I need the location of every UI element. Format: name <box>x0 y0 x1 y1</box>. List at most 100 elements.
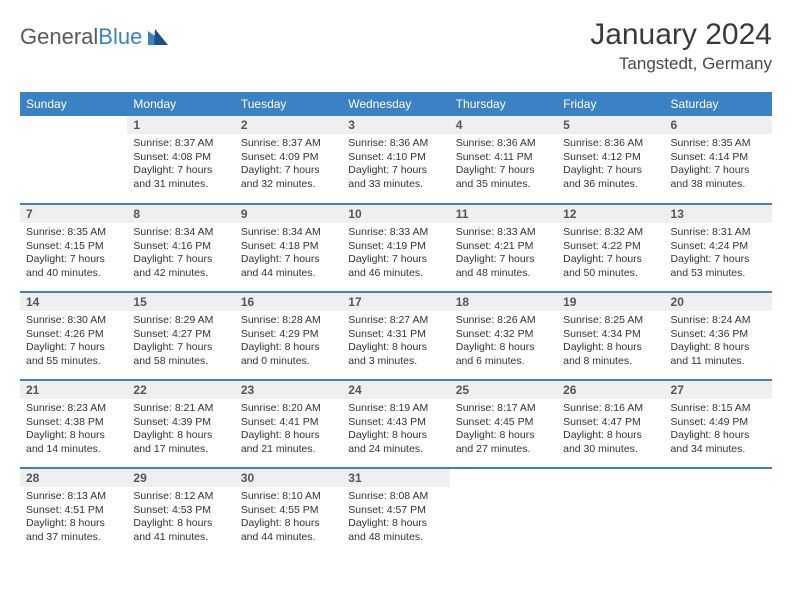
day-number: 31 <box>342 469 449 487</box>
day-number: 15 <box>127 293 234 311</box>
day-number: 6 <box>665 116 772 134</box>
day-details: Sunrise: 8:36 AMSunset: 4:12 PMDaylight:… <box>557 134 664 197</box>
daylight-text: Daylight: 8 hours and 3 minutes. <box>348 341 443 368</box>
calendar-cell: 18Sunrise: 8:26 AMSunset: 4:32 PMDayligh… <box>450 292 557 380</box>
sunset-text: Sunset: 4:11 PM <box>456 151 551 165</box>
day-number: 28 <box>20 469 127 487</box>
sunset-text: Sunset: 4:49 PM <box>671 416 766 430</box>
day-number: 16 <box>235 293 342 311</box>
calendar-cell: 13Sunrise: 8:31 AMSunset: 4:24 PMDayligh… <box>665 204 772 292</box>
calendar-cell: 16Sunrise: 8:28 AMSunset: 4:29 PMDayligh… <box>235 292 342 380</box>
calendar-cell: 24Sunrise: 8:19 AMSunset: 4:43 PMDayligh… <box>342 380 449 468</box>
dow-header: Saturday <box>665 92 772 116</box>
calendar-cell: 17Sunrise: 8:27 AMSunset: 4:31 PMDayligh… <box>342 292 449 380</box>
sunset-text: Sunset: 4:51 PM <box>26 504 121 518</box>
day-number: 24 <box>342 381 449 399</box>
sunset-text: Sunset: 4:08 PM <box>133 151 228 165</box>
sunset-text: Sunset: 4:14 PM <box>671 151 766 165</box>
day-details: Sunrise: 8:31 AMSunset: 4:24 PMDaylight:… <box>665 223 772 286</box>
daylight-text: Daylight: 7 hours and 35 minutes. <box>456 164 551 191</box>
daylight-text: Daylight: 8 hours and 48 minutes. <box>348 517 443 544</box>
calendar-cell: 7Sunrise: 8:35 AMSunset: 4:15 PMDaylight… <box>20 204 127 292</box>
day-details: Sunrise: 8:23 AMSunset: 4:38 PMDaylight:… <box>20 399 127 462</box>
calendar-cell: 12Sunrise: 8:32 AMSunset: 4:22 PMDayligh… <box>557 204 664 292</box>
day-number: 7 <box>20 205 127 223</box>
day-number: 13 <box>665 205 772 223</box>
sunset-text: Sunset: 4:18 PM <box>241 240 336 254</box>
daylight-text: Daylight: 8 hours and 34 minutes. <box>671 429 766 456</box>
day-details: Sunrise: 8:13 AMSunset: 4:51 PMDaylight:… <box>20 487 127 550</box>
day-details: Sunrise: 8:21 AMSunset: 4:39 PMDaylight:… <box>127 399 234 462</box>
day-details: Sunrise: 8:19 AMSunset: 4:43 PMDaylight:… <box>342 399 449 462</box>
calendar-cell: 9Sunrise: 8:34 AMSunset: 4:18 PMDaylight… <box>235 204 342 292</box>
sunrise-text: Sunrise: 8:36 AM <box>456 137 551 151</box>
daylight-text: Daylight: 7 hours and 31 minutes. <box>133 164 228 191</box>
day-details: Sunrise: 8:17 AMSunset: 4:45 PMDaylight:… <box>450 399 557 462</box>
sunrise-text: Sunrise: 8:29 AM <box>133 314 228 328</box>
brand-name: GeneralBlue <box>20 24 142 50</box>
day-number: 19 <box>557 293 664 311</box>
daylight-text: Daylight: 7 hours and 32 minutes. <box>241 164 336 191</box>
sunrise-text: Sunrise: 8:35 AM <box>671 137 766 151</box>
day-number: 3 <box>342 116 449 134</box>
day-number: 29 <box>127 469 234 487</box>
day-details: Sunrise: 8:33 AMSunset: 4:19 PMDaylight:… <box>342 223 449 286</box>
daylight-text: Daylight: 8 hours and 41 minutes. <box>133 517 228 544</box>
calendar-cell <box>665 468 772 556</box>
daylight-text: Daylight: 7 hours and 42 minutes. <box>133 253 228 280</box>
calendar-cell: 3Sunrise: 8:36 AMSunset: 4:10 PMDaylight… <box>342 116 449 204</box>
calendar-cell: 8Sunrise: 8:34 AMSunset: 4:16 PMDaylight… <box>127 204 234 292</box>
day-number: 18 <box>450 293 557 311</box>
day-details: Sunrise: 8:36 AMSunset: 4:10 PMDaylight:… <box>342 134 449 197</box>
sunrise-text: Sunrise: 8:37 AM <box>133 137 228 151</box>
day-details: Sunrise: 8:15 AMSunset: 4:49 PMDaylight:… <box>665 399 772 462</box>
header: GeneralBlue January 2024 Tangstedt, Germ… <box>20 18 772 74</box>
sunrise-text: Sunrise: 8:36 AM <box>348 137 443 151</box>
calendar-cell: 27Sunrise: 8:15 AMSunset: 4:49 PMDayligh… <box>665 380 772 468</box>
calendar-cell: 1Sunrise: 8:37 AMSunset: 4:08 PMDaylight… <box>127 116 234 204</box>
day-number: 8 <box>127 205 234 223</box>
calendar-cell <box>20 116 127 204</box>
calendar-cell: 25Sunrise: 8:17 AMSunset: 4:45 PMDayligh… <box>450 380 557 468</box>
day-number: 5 <box>557 116 664 134</box>
day-number: 21 <box>20 381 127 399</box>
daylight-text: Daylight: 8 hours and 0 minutes. <box>241 341 336 368</box>
title-block: January 2024 Tangstedt, Germany <box>590 18 772 74</box>
dow-header: Sunday <box>20 92 127 116</box>
day-number: 30 <box>235 469 342 487</box>
sunrise-text: Sunrise: 8:21 AM <box>133 402 228 416</box>
brand-triangle-icon <box>148 29 168 45</box>
day-number: 27 <box>665 381 772 399</box>
dow-header: Friday <box>557 92 664 116</box>
calendar-cell: 20Sunrise: 8:24 AMSunset: 4:36 PMDayligh… <box>665 292 772 380</box>
day-details: Sunrise: 8:35 AMSunset: 4:15 PMDaylight:… <box>20 223 127 286</box>
daylight-text: Daylight: 7 hours and 58 minutes. <box>133 341 228 368</box>
sunrise-text: Sunrise: 8:27 AM <box>348 314 443 328</box>
day-details: Sunrise: 8:26 AMSunset: 4:32 PMDaylight:… <box>450 311 557 374</box>
sunrise-text: Sunrise: 8:08 AM <box>348 490 443 504</box>
sunset-text: Sunset: 4:53 PM <box>133 504 228 518</box>
day-details: Sunrise: 8:29 AMSunset: 4:27 PMDaylight:… <box>127 311 234 374</box>
day-details: Sunrise: 8:25 AMSunset: 4:34 PMDaylight:… <box>557 311 664 374</box>
calendar-head: SundayMondayTuesdayWednesdayThursdayFrid… <box>20 92 772 116</box>
sunset-text: Sunset: 4:09 PM <box>241 151 336 165</box>
sunset-text: Sunset: 4:16 PM <box>133 240 228 254</box>
sunset-text: Sunset: 4:22 PM <box>563 240 658 254</box>
calendar-cell: 29Sunrise: 8:12 AMSunset: 4:53 PMDayligh… <box>127 468 234 556</box>
day-number: 20 <box>665 293 772 311</box>
day-details: Sunrise: 8:37 AMSunset: 4:09 PMDaylight:… <box>235 134 342 197</box>
calendar-cell: 28Sunrise: 8:13 AMSunset: 4:51 PMDayligh… <box>20 468 127 556</box>
day-details: Sunrise: 8:35 AMSunset: 4:14 PMDaylight:… <box>665 134 772 197</box>
sunset-text: Sunset: 4:45 PM <box>456 416 551 430</box>
daylight-text: Daylight: 8 hours and 17 minutes. <box>133 429 228 456</box>
sunset-text: Sunset: 4:19 PM <box>348 240 443 254</box>
calendar-cell: 21Sunrise: 8:23 AMSunset: 4:38 PMDayligh… <box>20 380 127 468</box>
day-number: 26 <box>557 381 664 399</box>
calendar-cell <box>450 468 557 556</box>
month-title: January 2024 <box>590 18 772 52</box>
day-details: Sunrise: 8:27 AMSunset: 4:31 PMDaylight:… <box>342 311 449 374</box>
sunset-text: Sunset: 4:21 PM <box>456 240 551 254</box>
day-number: 22 <box>127 381 234 399</box>
sunrise-text: Sunrise: 8:34 AM <box>241 226 336 240</box>
sunrise-text: Sunrise: 8:36 AM <box>563 137 658 151</box>
